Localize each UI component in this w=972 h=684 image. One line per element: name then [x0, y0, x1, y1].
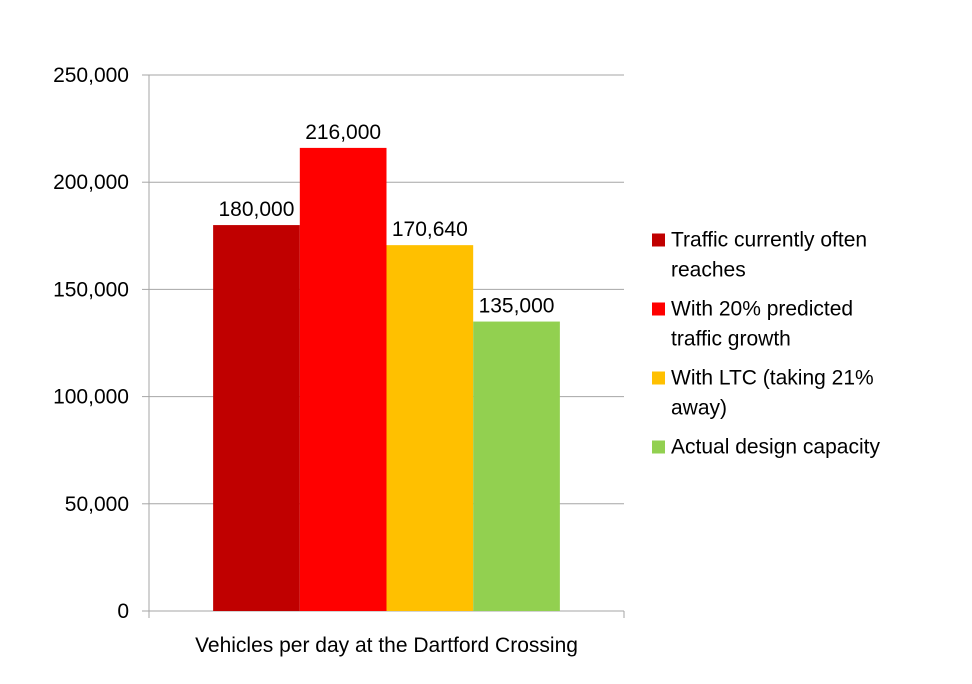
axes: 0 50,000 100,000 150,000 200,000 250,000 Vehic…: [53, 64, 625, 657]
legend-label: With LTC (taking 21%: [671, 367, 874, 390]
x-category-label: Vehicles per day at the Dartford Crossin…: [195, 634, 578, 657]
legend-swatch: [652, 233, 665, 247]
data-labels: 180,000 216,000 170,640 135,000: [219, 121, 555, 318]
bar: [386, 245, 474, 612]
legend-label: traffic growth: [671, 328, 791, 351]
bar-value-label: 180,000: [219, 198, 295, 221]
bar: [473, 321, 560, 611]
legend-swatch: [652, 302, 665, 316]
legend-label: Traffic currently often: [671, 229, 867, 252]
bars: [213, 147, 560, 612]
legend-label: away): [671, 397, 727, 420]
bar: [213, 225, 300, 611]
y-tick-label: 50,000: [65, 493, 129, 516]
y-tick-label: 100,000: [53, 386, 129, 409]
bar-value-label: 170,640: [392, 218, 468, 241]
legend-label: reaches: [671, 259, 746, 282]
legend-swatch: [652, 440, 665, 454]
y-tick-label: 250,000: [53, 64, 129, 87]
bar: [299, 147, 387, 611]
legend-label: With 20% predicted: [671, 298, 853, 321]
bar-value-label: 216,000: [305, 121, 381, 144]
bar-value-label: 135,000: [479, 295, 555, 318]
legend-swatch: [652, 371, 665, 385]
y-tick-label: 150,000: [53, 278, 129, 301]
y-tick-label: 200,000: [53, 171, 129, 194]
legend-label: Actual design capacity: [671, 436, 880, 459]
legend: Traffic currently often reaches With 20% p…: [652, 229, 880, 459]
y-tick-label: 0: [117, 600, 129, 623]
